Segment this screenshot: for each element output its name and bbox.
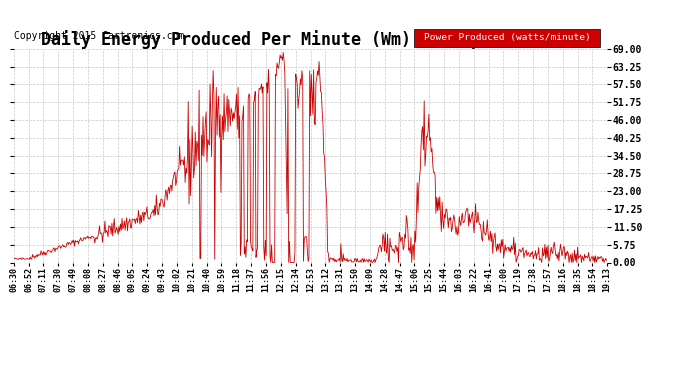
Title: Daily Energy Produced Per Minute (Wm) Fri Apr 10 19:28: Daily Energy Produced Per Minute (Wm) Fr… xyxy=(41,30,580,49)
Text: Power Produced (watts/minute): Power Produced (watts/minute) xyxy=(424,33,591,42)
Text: Copyright 2015 Cartronics.com: Copyright 2015 Cartronics.com xyxy=(14,32,184,41)
